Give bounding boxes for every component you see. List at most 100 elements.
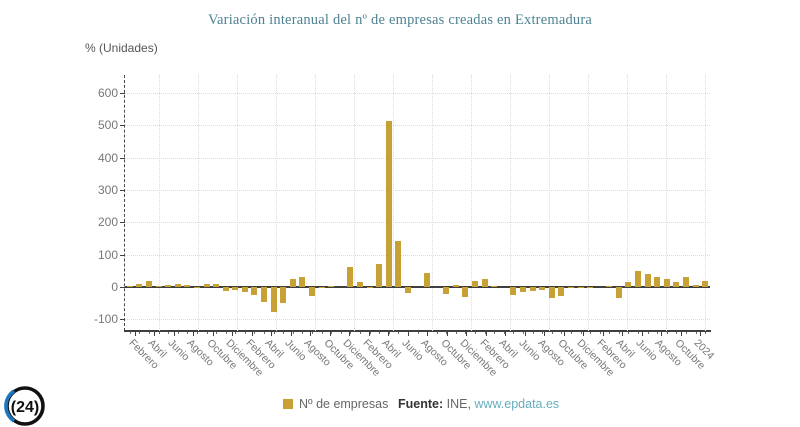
x-tick-mark — [193, 332, 195, 336]
vertical-gridline — [315, 75, 316, 331]
x-minor-tick — [206, 332, 208, 334]
x-minor-tick — [139, 332, 141, 334]
vertical-gridline — [666, 75, 667, 331]
zero-line — [125, 286, 710, 289]
bar — [270, 287, 277, 313]
x-minor-tick — [331, 332, 333, 334]
y-tick-label: 100 — [97, 247, 118, 262]
y-tick-label: -100 — [93, 312, 118, 327]
horizontal-gridline — [125, 93, 710, 95]
bar — [692, 285, 699, 288]
bar — [222, 287, 229, 291]
y-axis-unit-label: % (Unidades) — [85, 41, 158, 55]
bar — [241, 287, 248, 292]
x-minor-tick — [503, 332, 505, 334]
x-minor-tick — [379, 332, 381, 334]
horizontal-gridline — [125, 125, 710, 127]
x-minor-tick — [340, 332, 342, 334]
x-minor-tick — [264, 332, 266, 334]
bar — [424, 273, 431, 288]
bar — [203, 283, 210, 288]
bar — [395, 241, 402, 288]
x-minor-tick — [455, 332, 457, 334]
bar — [558, 287, 565, 296]
x-minor-tick — [321, 332, 323, 334]
bar — [462, 287, 469, 297]
bar — [481, 278, 488, 288]
x-minor-tick — [292, 332, 294, 334]
bar — [577, 287, 584, 289]
bar — [376, 263, 383, 288]
bar — [251, 287, 258, 296]
bar — [644, 274, 651, 288]
source-agency: INE, — [443, 397, 475, 411]
source-link[interactable]: www.epdata.es — [474, 397, 560, 411]
horizontal-gridline — [125, 190, 710, 192]
x-minor-tick — [225, 332, 227, 334]
y-tick-label: 500 — [97, 118, 118, 133]
x-minor-tick — [638, 332, 640, 334]
bar — [318, 287, 325, 289]
y-tick-label: 400 — [97, 150, 118, 165]
x-minor-tick — [676, 332, 678, 334]
bar — [510, 287, 517, 296]
x-tick-mark — [641, 332, 643, 336]
source-line: Fuente: INE, www.epdata.es — [398, 397, 559, 411]
x-minor-tick — [484, 332, 486, 334]
x-minor-tick — [666, 332, 668, 334]
bar — [452, 285, 459, 288]
x-minor-tick — [312, 332, 313, 334]
x-tick-mark — [173, 332, 175, 336]
vertical-gridline — [354, 75, 355, 331]
y-axis — [124, 75, 125, 331]
horizontal-gridline — [125, 222, 710, 224]
x-minor-tick — [695, 332, 697, 334]
x-minor-tick — [398, 332, 400, 334]
vertical-gridline — [237, 75, 238, 331]
x-tick-mark — [700, 332, 701, 336]
x-minor-tick — [475, 332, 477, 334]
x-tick-mark — [212, 332, 214, 336]
horizontal-gridline — [125, 319, 710, 321]
vertical-gridline — [198, 75, 199, 331]
x-tick-mark — [583, 332, 585, 336]
logo-24: (24) — [4, 385, 48, 427]
bar — [155, 286, 162, 288]
x-tick-mark — [544, 332, 546, 336]
x-tick-mark — [466, 332, 468, 336]
x-minor-tick — [158, 332, 160, 334]
bar — [491, 286, 498, 288]
x-minor-tick — [283, 332, 285, 334]
bar — [529, 287, 536, 291]
bar — [404, 287, 411, 293]
vertical-gridline — [432, 75, 433, 331]
x-tick-mark — [154, 332, 156, 336]
x-minor-tick — [129, 332, 131, 334]
x-tick-mark — [368, 332, 370, 336]
x-tick-mark — [485, 332, 487, 336]
y-tick-mark — [120, 254, 125, 256]
bar — [615, 287, 622, 298]
y-tick-label: 300 — [97, 183, 118, 198]
x-tick-mark — [135, 332, 136, 336]
x-minor-tick — [590, 332, 592, 334]
chart-plot-area: -100 0 100 200 300 400 500 600 Febrero Abril Junio… — [94, 75, 717, 379]
y-tick-mark — [120, 287, 125, 289]
x-tick-mark — [232, 332, 234, 336]
bar — [654, 276, 661, 288]
bar — [347, 266, 354, 288]
x-minor-tick — [628, 332, 630, 334]
bar — [184, 285, 191, 288]
x-minor-tick — [417, 332, 419, 334]
source-prefix: Fuente: — [398, 397, 444, 411]
x-minor-tick — [235, 332, 237, 334]
bar — [136, 283, 143, 288]
x-minor-tick — [196, 332, 198, 334]
vertical-gridline — [627, 75, 628, 331]
x-tick-mark — [329, 332, 331, 336]
x-minor-tick — [705, 332, 707, 334]
y-tick-label: 600 — [97, 86, 118, 101]
x-minor-tick — [657, 332, 659, 334]
x-minor-tick — [187, 332, 189, 334]
